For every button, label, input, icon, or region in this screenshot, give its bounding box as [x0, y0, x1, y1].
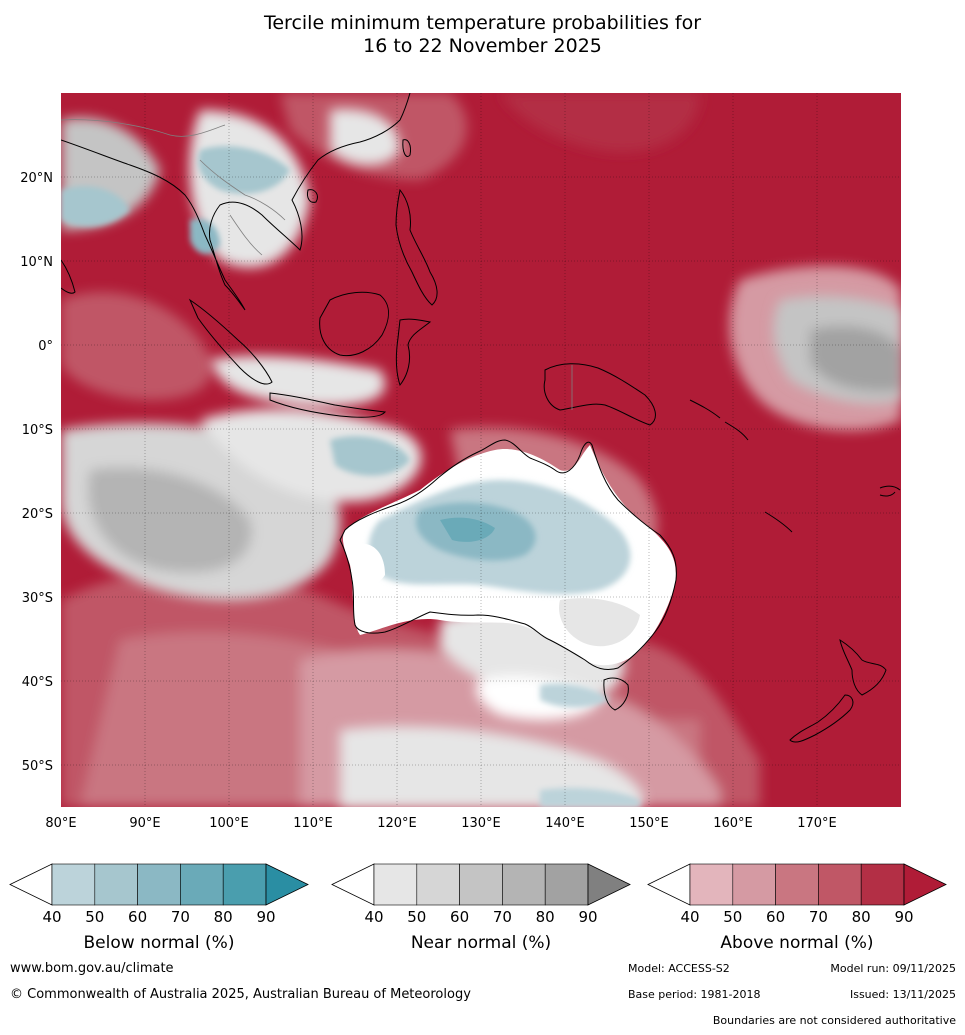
legend-tick-label: 50: [723, 908, 742, 926]
legend-colorbar: 40 50 60 70 80 90: [331, 863, 631, 926]
legend-tick-label: 50: [407, 908, 426, 926]
legend-bin: [860, 863, 905, 906]
legend-bin: [732, 863, 776, 906]
legend-arrow-high: [587, 863, 631, 906]
website-link[interactable]: www.bom.gov.au/climate: [10, 961, 174, 976]
lon-label: 110°E: [293, 816, 333, 831]
coast-borneo: [319, 291, 389, 357]
legend-tick-label: 60: [450, 908, 469, 926]
base-period-text: Base period: 1981-2018: [628, 988, 761, 1001]
lat-label: 0°: [38, 339, 53, 354]
legend-tick-label: 80: [214, 908, 233, 926]
legend-tick-label: 90: [578, 908, 597, 926]
lon-label: 90°E: [129, 816, 160, 831]
legend-arrow-low: [331, 863, 375, 906]
map-title-line-2: 16 to 22 November 2025: [363, 35, 602, 57]
model-run-text: Model run: 09/11/2025: [830, 962, 956, 975]
coast-australia: [339, 439, 677, 671]
legend-tick-label: 60: [766, 908, 785, 926]
legend-tick-label: 60: [128, 908, 147, 926]
legend-tick-label: 90: [894, 908, 913, 926]
coast-sumatra: [188, 298, 273, 385]
coast-india: [61, 259, 76, 294]
legend-bin: [544, 863, 589, 906]
legend-arrow-high: [903, 863, 947, 906]
coast-fiji: [879, 485, 901, 497]
coast-sulawesi: [395, 318, 432, 387]
legend-bin: [222, 863, 267, 906]
legend-bin: [416, 863, 460, 906]
legend-title-below: Below normal (%): [83, 933, 235, 953]
legend-title-above: Above normal (%): [720, 933, 874, 953]
legend-tick-label: 40: [680, 908, 699, 926]
legend-tick-label: 70: [171, 908, 190, 926]
lat-label: 40°S: [22, 675, 53, 690]
field-australia: [342, 445, 676, 666]
lon-label: 120°E: [377, 816, 417, 831]
graticule: [61, 93, 901, 807]
latitude-labels: 20°N 10°N 0° 10°S 20°S 30°S 40°S 50°S: [20, 171, 53, 774]
longitude-labels: 80°E 90°E 100°E 110°E 120°E 130°E 140°E …: [45, 816, 836, 831]
coast-hainan: [307, 189, 318, 203]
legend-bin: [818, 863, 862, 906]
lat-label: 20°S: [22, 507, 53, 522]
coast-new-caledonia: [764, 511, 793, 533]
lon-label: 160°E: [713, 816, 753, 831]
lat-label: 10°N: [20, 255, 53, 270]
legend-arrow-low: [9, 863, 53, 906]
lat-label: 50°S: [22, 759, 53, 774]
borders: [61, 119, 573, 410]
legend-arrow-high: [265, 863, 309, 906]
legend-tick-label: 70: [493, 908, 512, 926]
lon-label: 80°E: [45, 816, 76, 831]
legend-bin: [180, 863, 224, 906]
colorbars: 40 50 60 70 80 90 40 50 60 70 80 90 40 50 60 70 80 90: [9, 863, 947, 926]
coast-nz-north: [839, 638, 887, 696]
legend-tick-label: 90: [256, 908, 275, 926]
coast-asia-mainland: [61, 93, 411, 311]
coast-tasmania: [603, 677, 629, 711]
legend-bin: [373, 863, 418, 906]
lon-label: 150°E: [629, 816, 669, 831]
map-field: [61, 93, 901, 807]
coast-new-guinea: [543, 363, 656, 426]
legend-bin: [459, 863, 503, 906]
lon-label: 100°E: [209, 816, 249, 831]
legend-bin: [94, 863, 138, 906]
issued-text: Issued: 13/11/2025: [849, 988, 956, 1001]
lat-label: 10°S: [22, 423, 53, 438]
coast-java: [269, 392, 386, 418]
disclaimer-text: Boundaries are not considered authoritat…: [712, 1014, 956, 1027]
legend-tick-label: 80: [852, 908, 871, 926]
lon-label: 130°E: [461, 816, 501, 831]
legend-title-near: Near normal (%): [410, 933, 552, 953]
legend-bin: [775, 863, 819, 906]
legend-bin: [689, 863, 734, 906]
lat-label: 20°N: [20, 171, 53, 186]
coastlines: [61, 93, 901, 743]
coast-solomons: [689, 399, 749, 441]
coast-nz-south: [789, 694, 854, 743]
lon-label: 140°E: [545, 816, 585, 831]
legend-tick-label: 70: [809, 908, 828, 926]
legend-tick-label: 40: [42, 908, 61, 926]
legend-bin: [51, 863, 96, 906]
legend-bin: [502, 863, 546, 906]
legend-colorbar: 40 50 60 70 80 90: [647, 863, 947, 926]
legend-arrow-low: [647, 863, 691, 906]
model-text: Model: ACCESS-S2: [628, 962, 730, 975]
legend-colorbar: 40 50 60 70 80 90: [9, 863, 309, 926]
legend-bin: [137, 863, 181, 906]
copyright-text: © Commonwealth of Australia 2025, Austra…: [10, 987, 471, 1002]
lon-label: 170°E: [797, 816, 837, 831]
map-title-line-1: Tercile minimum temperature probabilitie…: [263, 12, 702, 34]
field-below-normal: [61, 146, 640, 807]
legend-tick-label: 40: [364, 908, 383, 926]
legend-tick-label: 50: [85, 908, 104, 926]
coast-philippines: [395, 188, 438, 306]
legend-tick-label: 80: [536, 908, 555, 926]
coast-taiwan: [402, 139, 411, 157]
lat-label: 30°S: [22, 591, 53, 606]
